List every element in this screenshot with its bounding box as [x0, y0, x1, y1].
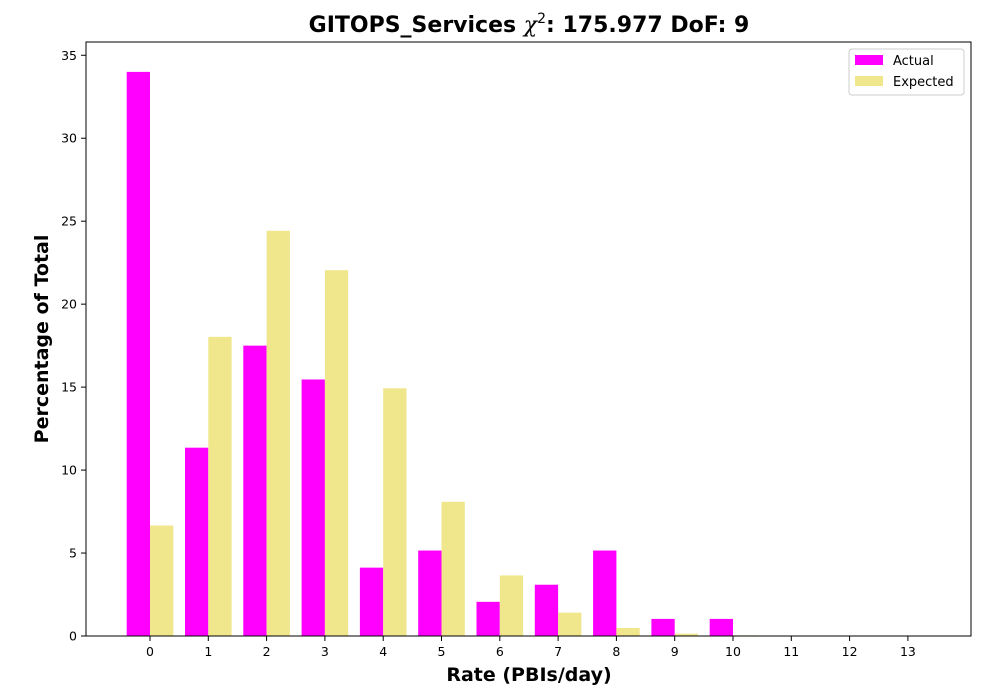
bar-expected-9	[674, 633, 698, 636]
bar-actual-4	[359, 567, 384, 636]
x-tick-label: 9	[671, 644, 679, 659]
legend-label-expected: Expected	[893, 75, 954, 90]
bar-expected-3	[324, 270, 349, 636]
y-tick-label: 30	[61, 131, 77, 146]
x-tick-label: 4	[379, 644, 387, 659]
x-tick-label: 0	[146, 644, 154, 659]
bar-expected-7	[558, 612, 582, 636]
bar-expected-8	[616, 628, 640, 636]
y-tick-label: 25	[61, 214, 77, 229]
bar-actual-1	[185, 447, 209, 636]
bar-actual-7	[534, 584, 559, 636]
y-tick-label: 0	[69, 629, 77, 644]
bar-actual-8	[593, 550, 617, 636]
y-tick-label: 35	[61, 48, 77, 63]
y-tick-label: 5	[69, 546, 77, 561]
x-tick-label: 5	[438, 644, 446, 659]
bar-expected-2	[266, 230, 290, 636]
x-tick-label: 12	[842, 644, 858, 659]
bar-actual-5	[418, 550, 442, 636]
bar-expected-1	[208, 336, 232, 636]
x-axis-label: Rate (PBIs/day)	[446, 664, 611, 686]
bars-layer	[126, 71, 815, 637]
x-tick-label: 13	[900, 644, 916, 659]
x-tick-label: 2	[263, 644, 271, 659]
plot-frame	[85, 41, 972, 637]
bar-expected-4	[383, 388, 407, 636]
chart-title: GITOPS_Services χ2: 175.977 DoF: 9	[309, 11, 750, 38]
bar-actual-10	[709, 618, 733, 636]
x-tick-label: 10	[725, 644, 741, 659]
bar-actual-6	[476, 601, 500, 636]
bar-expected-5	[441, 501, 465, 636]
y-tick-label: 15	[61, 380, 77, 395]
x-tick-label: 8	[612, 644, 620, 659]
legend-swatch-expected	[855, 76, 883, 86]
bar-expected-0	[150, 525, 174, 636]
y-axis-label: Percentage of Total	[31, 235, 53, 444]
legend: Actual Expected	[848, 48, 965, 96]
bar-actual-0	[126, 71, 150, 637]
bar-actual-9	[651, 618, 675, 636]
y-axis: 0 5 10 15 20 25 30 35	[61, 48, 86, 644]
x-tick-label: 11	[783, 644, 799, 659]
legend-swatch-actual	[855, 55, 883, 65]
bar-actual-3	[301, 379, 325, 636]
bar-expected-6	[499, 575, 524, 636]
x-axis: 0 1 2 3 4 5 6 7 8 9 10 11 12 13	[146, 636, 916, 659]
legend-label-actual: Actual	[893, 54, 934, 69]
y-tick-label: 10	[61, 463, 77, 478]
x-tick-label: 3	[321, 644, 329, 659]
x-tick-label: 1	[204, 644, 212, 659]
x-tick-label: 6	[496, 644, 504, 659]
y-tick-label: 20	[61, 297, 77, 312]
x-tick-label: 7	[554, 644, 562, 659]
bar-actual-2	[243, 345, 267, 636]
